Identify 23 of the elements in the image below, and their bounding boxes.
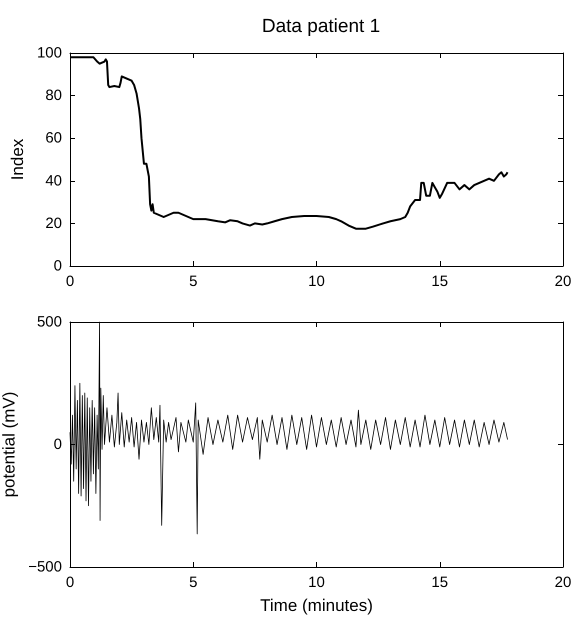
x-axis-title: Time (minutes)	[260, 596, 373, 615]
x-tick-label: 20	[554, 574, 572, 591]
x-tick-label: 15	[431, 574, 448, 591]
chart-title: Data patient 1	[262, 16, 380, 37]
x-tick-label: 5	[189, 574, 198, 591]
y-axis-title: Index	[8, 138, 27, 180]
y-tick-label: 80	[45, 87, 62, 104]
x-tick-label: 10	[308, 574, 325, 591]
y-tick-label: 0	[54, 436, 62, 453]
y-tick-label: 0	[54, 258, 62, 274]
y-tick-label: 100	[36, 44, 62, 62]
y-tick-label: −500	[28, 558, 62, 576]
x-tick-label: 10	[308, 273, 325, 290]
x-tick-label: 15	[431, 273, 448, 290]
x-tick-label: 0	[66, 574, 74, 591]
x-tick-label: 20	[554, 273, 572, 290]
y-tick-label: 500	[36, 314, 62, 330]
y-axis-title: potential (mV)	[0, 392, 18, 498]
x-tick-label: 0	[66, 273, 74, 290]
y-tick-label: 40	[45, 172, 62, 190]
y-tick-label: 60	[45, 130, 62, 147]
x-tick-label: 5	[189, 273, 198, 290]
y-tick-label: 20	[45, 214, 62, 232]
